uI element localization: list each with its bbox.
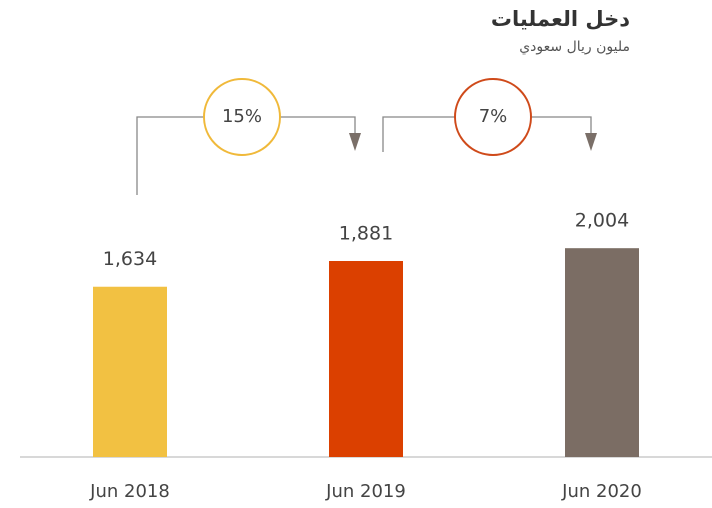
value-label: 1,881 bbox=[339, 222, 393, 244]
bar bbox=[329, 260, 403, 457]
growth-circle bbox=[203, 78, 281, 156]
connector bbox=[136, 116, 204, 195]
growth-label: 7% bbox=[479, 106, 508, 127]
connector bbox=[382, 116, 455, 152]
chart-subtitle: مليون ريال سعودي bbox=[519, 39, 630, 55]
growth-label: 15% bbox=[222, 106, 262, 127]
connector bbox=[531, 116, 592, 139]
connector bbox=[280, 116, 356, 139]
arrow-head bbox=[349, 133, 361, 151]
x-tick-label: Jun 2019 bbox=[325, 481, 406, 502]
x-tick-label: Jun 2018 bbox=[89, 481, 170, 502]
value-label: 2,004 bbox=[575, 210, 629, 232]
x-tick-label: Jun 2020 bbox=[561, 481, 642, 502]
arrow-head bbox=[585, 133, 597, 151]
bar bbox=[93, 286, 167, 457]
bar bbox=[565, 248, 639, 457]
growth-circle bbox=[454, 78, 532, 156]
value-label: 1,634 bbox=[103, 248, 157, 270]
chart-title: دخل العمليات bbox=[491, 7, 630, 31]
